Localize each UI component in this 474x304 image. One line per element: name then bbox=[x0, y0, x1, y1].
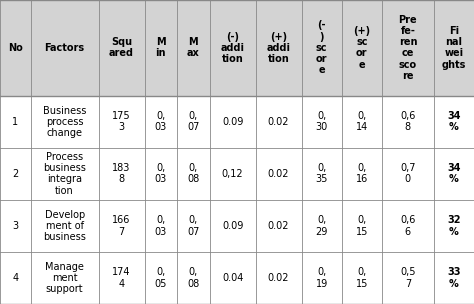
Text: 0,
08: 0, 08 bbox=[187, 163, 200, 185]
Text: No: No bbox=[8, 43, 23, 53]
Text: 0,
30: 0, 30 bbox=[316, 111, 328, 132]
Text: Pre
fe-
ren
ce
sco
re: Pre fe- ren ce sco re bbox=[399, 15, 417, 81]
Text: 0,
29: 0, 29 bbox=[316, 215, 328, 237]
Text: 0,12: 0,12 bbox=[222, 169, 243, 179]
Text: Factors: Factors bbox=[45, 43, 85, 53]
Text: 0,
03: 0, 03 bbox=[155, 163, 167, 185]
Text: 0.02: 0.02 bbox=[268, 273, 289, 283]
Text: Fi
nal
wei
ghts: Fi nal wei ghts bbox=[442, 26, 466, 70]
Text: 0,
05: 0, 05 bbox=[155, 268, 167, 288]
Text: Develop
ment of
business: Develop ment of business bbox=[43, 210, 86, 242]
Text: Squ
ared: Squ ared bbox=[109, 37, 134, 58]
Text: 0.04: 0.04 bbox=[222, 273, 243, 283]
Text: 183
8: 183 8 bbox=[112, 163, 131, 185]
Text: 0.02: 0.02 bbox=[268, 221, 289, 231]
Text: 0,
15: 0, 15 bbox=[356, 215, 368, 237]
Bar bbox=[0, 200, 474, 252]
Text: 33
%: 33 % bbox=[447, 268, 461, 288]
Text: (+)
sc
or
e: (+) sc or e bbox=[353, 26, 370, 70]
Text: 0,
03: 0, 03 bbox=[155, 111, 167, 132]
Bar bbox=[0, 96, 474, 148]
Text: 0,
07: 0, 07 bbox=[187, 215, 200, 237]
Text: 0,
19: 0, 19 bbox=[316, 268, 328, 288]
Bar bbox=[0, 148, 474, 200]
Text: 0,
03: 0, 03 bbox=[155, 215, 167, 237]
Text: M
in: M in bbox=[155, 37, 166, 58]
Text: (+)
addi
tion: (+) addi tion bbox=[266, 32, 291, 64]
Text: 0,
15: 0, 15 bbox=[356, 268, 368, 288]
Text: Business
process
change: Business process change bbox=[43, 105, 86, 138]
Text: (-
)
sc
or
e: (- ) sc or e bbox=[316, 20, 328, 75]
Text: 1: 1 bbox=[12, 117, 18, 127]
Text: 0,
35: 0, 35 bbox=[316, 163, 328, 185]
Text: 34
%: 34 % bbox=[447, 111, 461, 132]
Text: 166
7: 166 7 bbox=[112, 215, 131, 237]
Text: 32
%: 32 % bbox=[447, 215, 461, 237]
Text: M
ax: M ax bbox=[187, 37, 200, 58]
Text: 0,
14: 0, 14 bbox=[356, 111, 368, 132]
Text: 4: 4 bbox=[12, 273, 18, 283]
Text: 0,
16: 0, 16 bbox=[356, 163, 368, 185]
Text: 0.09: 0.09 bbox=[222, 221, 243, 231]
Text: Process
business
integra
tion: Process business integra tion bbox=[43, 152, 86, 196]
Text: 0,5
7: 0,5 7 bbox=[400, 268, 416, 288]
Text: 34
%: 34 % bbox=[447, 163, 461, 185]
Text: 2: 2 bbox=[12, 169, 18, 179]
Text: 0,
08: 0, 08 bbox=[187, 268, 200, 288]
Text: 3: 3 bbox=[12, 221, 18, 231]
Text: 0.02: 0.02 bbox=[268, 117, 289, 127]
Text: Manage
ment
support: Manage ment support bbox=[45, 262, 84, 294]
Text: 0.02: 0.02 bbox=[268, 169, 289, 179]
Text: 175
3: 175 3 bbox=[112, 111, 131, 132]
Text: 0,6
8: 0,6 8 bbox=[400, 111, 416, 132]
Bar bbox=[0, 252, 474, 304]
Bar bbox=[0, 0, 474, 96]
Text: 0,7
0: 0,7 0 bbox=[400, 163, 416, 185]
Text: (-)
addi
tion: (-) addi tion bbox=[220, 32, 245, 64]
Text: 174
4: 174 4 bbox=[112, 268, 131, 288]
Text: 0,
07: 0, 07 bbox=[187, 111, 200, 132]
Text: 0,6
6: 0,6 6 bbox=[400, 215, 416, 237]
Text: 0.09: 0.09 bbox=[222, 117, 243, 127]
